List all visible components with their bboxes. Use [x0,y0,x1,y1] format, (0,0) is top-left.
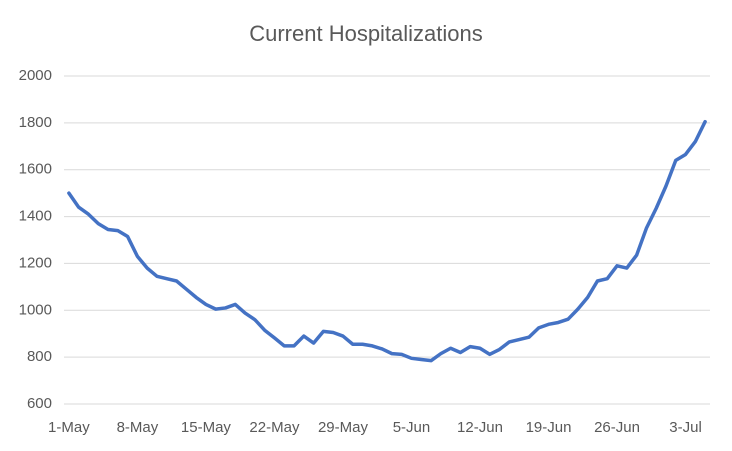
x-tick-label: 3-Jul [669,419,702,436]
x-tick-label: 15-May [181,419,232,436]
y-tick-label: 1400 [19,208,52,225]
data-line [67,119,707,363]
chart-title: Current Hospitalizations [249,21,483,46]
y-tick-label: 2000 [19,67,52,84]
x-tick-label: 12-Jun [457,419,503,436]
y-tick-label: 1000 [19,301,52,318]
y-tick-label: 1200 [19,254,52,271]
x-tick-label: 29-May [318,419,369,436]
x-tick-label: 26-Jun [594,419,640,436]
y-tick-label: 600 [27,395,52,412]
y-tick-label: 1800 [19,114,52,131]
y-tick-label: 800 [27,348,52,365]
x-tick-label: 19-Jun [526,419,572,436]
x-tick-label: 5-Jun [393,419,431,436]
y-tick-label: 1600 [19,161,52,178]
x-tick-label: 1-May [48,419,90,436]
x-tick-label: 22-May [249,419,300,436]
x-tick-label: 8-May [117,419,159,436]
